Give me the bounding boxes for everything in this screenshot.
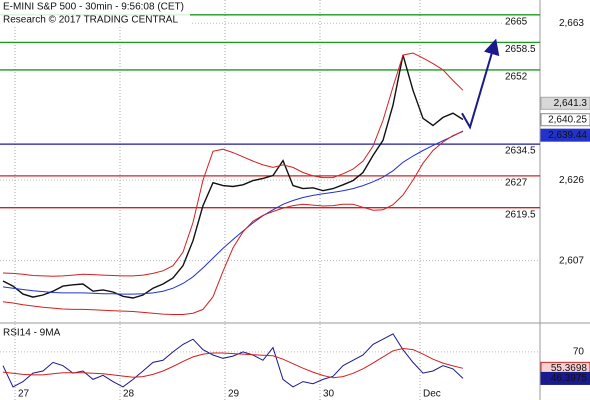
rsi-title: RSI14 - 9MA <box>3 328 61 339</box>
value-box <box>540 96 590 110</box>
y-tick-label: 2,663 <box>559 18 584 29</box>
level-label-bg <box>503 43 539 56</box>
y-tick-label: 70 <box>573 347 585 358</box>
chart-subtitle: Research © 2017 TRADING CENTRAL <box>3 15 178 26</box>
series-line <box>2 130 464 295</box>
value-label: 2,641.3 <box>554 98 588 109</box>
level-label: 2652 <box>505 72 528 83</box>
value-box <box>540 128 590 142</box>
series-line <box>2 333 464 388</box>
x-tick-label: 27 <box>18 389 30 400</box>
level-label-bg <box>503 145 539 158</box>
x-tick-label: 29 <box>228 389 240 400</box>
projection-arrow <box>461 38 500 130</box>
level-label: 2627 <box>505 178 528 189</box>
value-label: 2,640.25 <box>548 114 587 125</box>
x-tick-label: 28 <box>123 389 135 400</box>
value-box <box>540 113 590 127</box>
y-tick-label: 2,607 <box>559 255 584 266</box>
series-line <box>2 54 464 299</box>
level-label-bg <box>503 208 539 221</box>
value-label: 46.3975 <box>551 373 588 384</box>
level-label: 2665 <box>505 16 528 27</box>
level-label-bg <box>503 176 539 189</box>
value-box <box>540 371 590 385</box>
x-tick-label: Dec <box>423 389 441 400</box>
chart-title: E-MINI S&P 500 - 30min - 9:56:08 (CET) <box>3 2 184 13</box>
value-label: 55.3698 <box>551 363 588 374</box>
level-label-bg <box>503 70 539 83</box>
y-tick-label: 2,626 <box>559 175 584 186</box>
x-tick-label: 30 <box>323 389 335 400</box>
series-line <box>2 52 464 277</box>
value-label: 2,639.44 <box>548 130 587 141</box>
series-line <box>2 347 464 379</box>
level-label: 2658.5 <box>505 44 536 55</box>
level-label: 2634.5 <box>505 146 536 157</box>
level-label: 2619.5 <box>505 209 536 220</box>
series-line <box>2 130 464 315</box>
header-bg <box>0 0 190 27</box>
level-label-bg <box>503 15 539 28</box>
